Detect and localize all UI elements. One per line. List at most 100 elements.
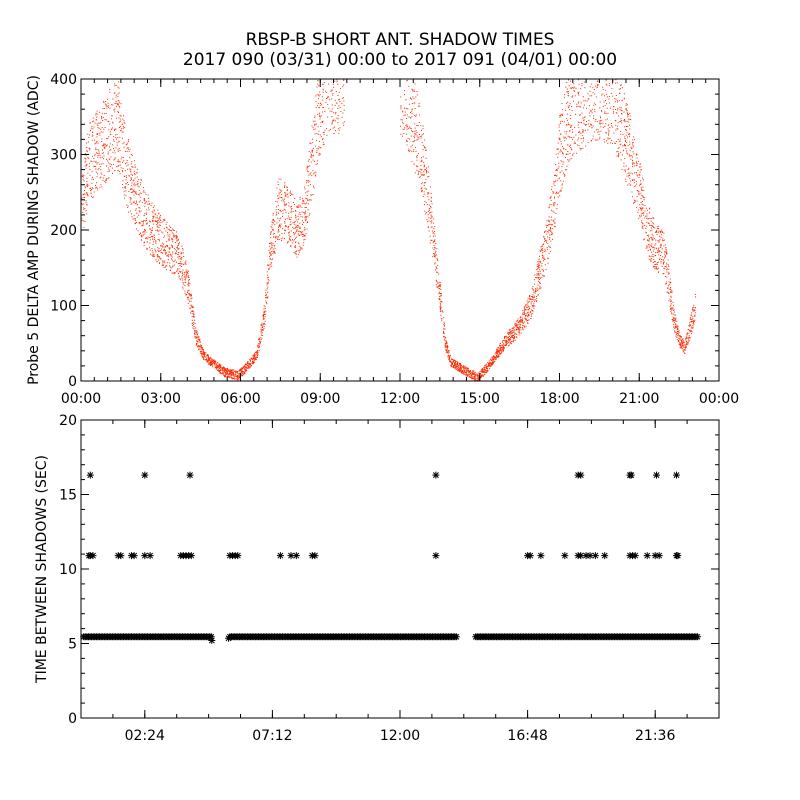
data-point — [462, 369, 464, 371]
data-point — [632, 162, 634, 163]
data-point — [527, 309, 529, 311]
data-point — [682, 338, 684, 340]
data-point — [481, 369, 483, 371]
data-point — [528, 305, 530, 307]
data-point — [317, 98, 319, 100]
data-point — [477, 376, 479, 378]
data-point — [236, 376, 237, 378]
data-point — [110, 164, 112, 166]
data-point — [618, 154, 620, 156]
data-point — [576, 106, 578, 108]
data-point — [92, 188, 94, 190]
data-point — [112, 151, 114, 153]
data-point — [406, 128, 408, 130]
data-point — [493, 358, 495, 360]
data-point — [648, 240, 650, 242]
data-point — [86, 147, 88, 148]
data-point — [252, 359, 254, 361]
data-point — [109, 123, 111, 125]
data-point — [296, 230, 298, 232]
data-point — [539, 251, 541, 252]
data-point — [663, 267, 665, 269]
data-point — [133, 218, 135, 220]
data-point — [414, 90, 416, 92]
data-point — [519, 324, 521, 326]
data-point — [416, 155, 418, 157]
data-point — [653, 259, 655, 261]
data-point — [525, 315, 527, 317]
data-point — [99, 134, 101, 136]
data-point — [559, 116, 561, 118]
title-line-2: 2017 090 (03/31) 00:00 to 2017 091 (04/0… — [182, 50, 618, 70]
data-point — [406, 114, 408, 116]
data-point — [287, 215, 289, 217]
data-point — [117, 102, 119, 104]
data-point — [560, 133, 562, 135]
data-point — [86, 192, 88, 193]
data-point — [446, 351, 447, 353]
data-point — [603, 101, 605, 103]
data-point — [674, 314, 676, 316]
data-point — [560, 149, 562, 151]
data-point — [424, 210, 426, 212]
data-point — [140, 210, 142, 212]
data-point — [684, 352, 686, 354]
data-point — [558, 162, 560, 164]
data-point — [536, 300, 538, 302]
data-point — [96, 110, 98, 112]
data-point — [626, 132, 628, 134]
data-point — [472, 378, 474, 380]
data-point — [503, 336, 505, 338]
data-point — [567, 119, 568, 121]
data-point — [644, 197, 646, 199]
data-point — [573, 83, 575, 85]
data-point — [111, 118, 113, 120]
data-point — [205, 352, 207, 354]
data-point — [139, 207, 141, 209]
data-point — [342, 86, 344, 88]
data-point — [595, 85, 597, 87]
data-point — [242, 368, 243, 370]
data-point — [138, 194, 139, 196]
data-point — [656, 226, 658, 228]
data-point — [111, 144, 113, 146]
data-point — [473, 377, 475, 379]
data-point — [413, 102, 415, 104]
data-point — [488, 362, 490, 364]
data-point — [404, 107, 406, 109]
data-point — [145, 229, 146, 231]
data-point — [169, 262, 171, 264]
data-point — [226, 370, 228, 372]
data-point — [533, 292, 535, 294]
data-point — [156, 221, 158, 223]
data-point — [446, 349, 448, 351]
data-point — [172, 265, 174, 267]
data-point — [103, 128, 105, 130]
data-point — [515, 333, 517, 335]
data-point — [104, 119, 106, 121]
data-point — [202, 356, 204, 358]
data-point — [142, 187, 144, 189]
data-point — [318, 106, 320, 108]
data-point — [308, 214, 310, 216]
data-point — [246, 369, 248, 371]
data-point — [314, 161, 315, 162]
data-point — [222, 369, 224, 371]
data-point — [460, 370, 461, 372]
data-point — [152, 252, 154, 254]
data-point — [658, 248, 659, 250]
data-point — [514, 332, 516, 334]
data-point — [470, 371, 472, 372]
data-point — [660, 255, 662, 256]
data-point — [130, 198, 132, 200]
data-point — [627, 121, 629, 123]
data-point — [268, 250, 270, 251]
data-point — [550, 229, 552, 231]
data-point — [315, 95, 317, 97]
data-point — [107, 138, 109, 140]
data-point — [246, 367, 248, 369]
data-point — [492, 363, 494, 365]
data-point — [84, 193, 86, 195]
data-point — [569, 136, 571, 138]
